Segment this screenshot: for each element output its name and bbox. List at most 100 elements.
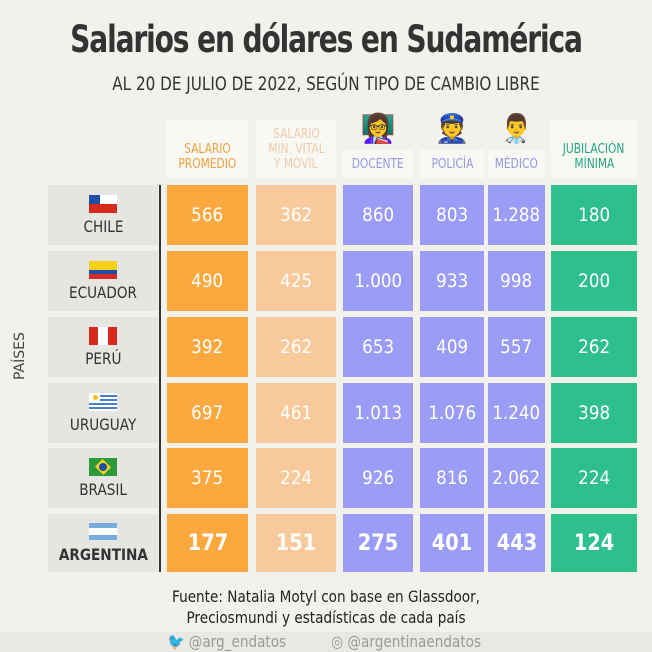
flag-icon	[89, 194, 117, 213]
table-cell: 392	[167, 317, 248, 377]
cell-value: 1.288	[492, 204, 541, 226]
twitter-handle[interactable]: 🐦 @arg_endatos	[167, 632, 287, 651]
cell-value: 557	[500, 336, 533, 358]
cell-value: 860	[362, 204, 394, 226]
column-header: DOCENTE	[343, 150, 413, 178]
column-header-line: DOCENTE	[351, 157, 404, 172]
column-header-line: MÉDICO	[494, 157, 539, 172]
table-cell: 362	[256, 185, 336, 245]
country-name: URUGUAY	[69, 414, 137, 434]
row-label: ARGENTINA	[48, 514, 158, 572]
cell-value: 490	[191, 270, 224, 292]
country-name: ARGENTINA	[58, 544, 148, 564]
police-icon: 👮	[434, 112, 470, 145]
cell-value: 933	[436, 270, 468, 292]
country-name: BRASIL	[79, 479, 127, 499]
table-cell: 803	[420, 185, 484, 245]
flag-icon	[89, 326, 117, 345]
cell-value: 816	[436, 467, 468, 489]
cell-value: 262	[578, 336, 610, 358]
country-name: CHILE	[83, 216, 123, 236]
table-cell: 398	[551, 383, 637, 443]
country-name: PERÚ	[84, 348, 122, 368]
table-cell: 557	[488, 317, 545, 377]
column-header-line: POLICÍA	[431, 157, 473, 172]
cell-value: 362	[280, 204, 312, 226]
table-cell: 151	[256, 514, 336, 572]
cell-value: 392	[191, 336, 224, 358]
table-cell: 425	[256, 251, 336, 311]
column-header: POLICÍA	[420, 150, 484, 178]
table-cell: 262	[256, 317, 336, 377]
table-cell: 224	[256, 448, 336, 508]
table-cell: 409	[420, 317, 484, 377]
table-cell: 461	[256, 383, 336, 443]
subtitle: AL 20 DE JULIO DE 2022, SEGÚN TIPO DE CA…	[112, 73, 540, 95]
table-cell: 566	[167, 185, 248, 245]
column-header-line: MÍNIMA	[574, 157, 614, 172]
country-name: ECUADOR	[69, 282, 137, 302]
cell-value: 998	[500, 270, 533, 292]
flag-icon	[89, 522, 117, 541]
cell-value: 1.240	[492, 402, 541, 424]
cell-value: 1.000	[354, 270, 402, 292]
cell-value: 461	[280, 402, 312, 424]
cell-value: 443	[496, 530, 537, 556]
cell-value: 124	[573, 530, 615, 556]
column-header-line: SALARIO	[184, 142, 231, 157]
cell-value: 409	[436, 336, 468, 358]
table-cell: 697	[167, 383, 248, 443]
cell-value: 1.076	[428, 402, 476, 424]
instagram-handle[interactable]: ◎ @argentinaendatos	[331, 632, 482, 651]
table-cell: 926	[343, 448, 413, 508]
table-cell: 401	[420, 514, 484, 572]
flag-icon	[89, 457, 117, 476]
table-cell: 816	[420, 448, 484, 508]
axis-label: PAÍSES	[12, 332, 28, 380]
column-header-line: SALARIO	[272, 127, 320, 142]
table-cell: 1.000	[343, 251, 413, 311]
table-cell: 124	[551, 514, 637, 572]
table-cell: 998	[488, 251, 545, 311]
divider	[159, 185, 161, 572]
row-label: URUGUAY	[48, 383, 158, 443]
column-header: MÉDICO	[488, 150, 545, 178]
cell-value: 566	[191, 204, 224, 226]
table-cell: 224	[551, 448, 637, 508]
row-label: PERÚ	[48, 317, 158, 377]
cell-value: 275	[357, 530, 399, 556]
twitter-handle-text: @arg_endatos	[189, 632, 287, 651]
cell-value: 803	[436, 204, 468, 226]
table-cell: 200	[551, 251, 637, 311]
source-note: Fuente: Natalia Motyl con base en Glassd…	[0, 586, 652, 628]
cell-value: 180	[578, 204, 610, 226]
cell-value: 697	[191, 402, 224, 424]
cell-value: 425	[280, 270, 312, 292]
cell-value: 224	[578, 467, 610, 489]
cell-value: 262	[280, 336, 312, 358]
column-header: SALARIO MIN. VITAL Y MÓVIL	[256, 120, 336, 178]
table-cell: 2.062	[488, 448, 545, 508]
row-label: ECUADOR	[48, 251, 158, 311]
cell-value: 177	[187, 530, 228, 556]
footer: 🐦 @arg_endatos ◎ @argentinaendatos	[0, 632, 652, 652]
table-cell: 490	[167, 251, 248, 311]
row-label: CHILE	[48, 185, 158, 245]
table-cell: 275	[343, 514, 413, 572]
flag-icon	[89, 260, 117, 279]
cell-value: 224	[280, 467, 312, 489]
cell-value: 1.013	[354, 402, 402, 424]
teacher-icon: 👩‍🏫	[360, 112, 396, 145]
column-header-line: Y MÓVIL	[274, 157, 318, 172]
source-line: Fuente: Natalia Motyl con base en Glassd…	[171, 587, 481, 606]
instagram-handle-text: @argentinaendatos	[347, 632, 482, 651]
row-label: BRASIL	[48, 448, 158, 508]
flag-icon	[89, 392, 117, 411]
column-header-line: PROMEDIO	[178, 157, 237, 172]
source-line: Preciosmundi y estadísticas de cada país	[186, 608, 466, 627]
table-cell: 1.288	[488, 185, 545, 245]
table-cell: 1.013	[343, 383, 413, 443]
cell-value: 2.062	[492, 467, 541, 489]
table-cell: 860	[343, 185, 413, 245]
table-cell: 1.076	[420, 383, 484, 443]
